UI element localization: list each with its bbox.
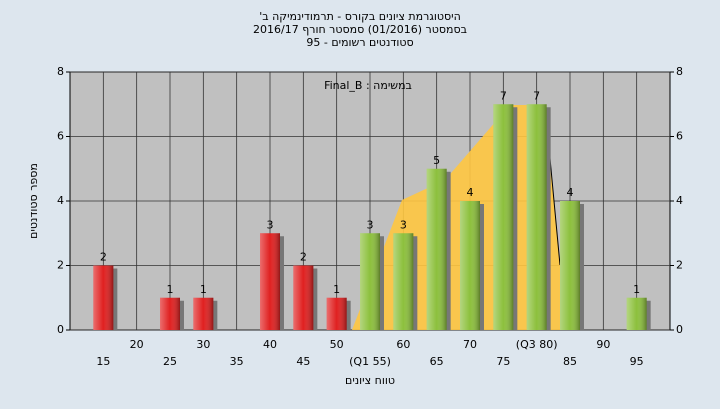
bar-shine bbox=[493, 104, 514, 330]
bar-shine bbox=[560, 201, 580, 330]
x-tick-label: 75 bbox=[496, 355, 510, 368]
chart-title: היסטוגרמת ציונים בקורס - תרמודינמיקה ב' bbox=[259, 10, 461, 23]
x-tick-label: 35 bbox=[230, 355, 244, 368]
y-tick-label: 4 bbox=[57, 194, 64, 207]
data-label: 1 bbox=[333, 283, 340, 296]
x-axis-label: טווח ציונים bbox=[345, 374, 395, 387]
bar-shine bbox=[526, 104, 547, 330]
data-label: 2 bbox=[100, 251, 107, 264]
x-tick-label: 30 bbox=[196, 338, 210, 351]
bar-shine bbox=[626, 297, 647, 330]
data-label: 1 bbox=[167, 283, 174, 296]
bar-shine bbox=[193, 297, 214, 330]
bar-shine bbox=[293, 265, 314, 330]
bar-shine bbox=[326, 297, 347, 330]
y2-tick-label: 6 bbox=[676, 130, 683, 143]
data-label: 4 bbox=[467, 186, 474, 199]
data-label: 5 bbox=[433, 154, 440, 167]
data-label: 7 bbox=[500, 89, 507, 102]
x-tick-label: 85 bbox=[563, 355, 577, 368]
chart-subtitle: סטודנטים רשומים - 95 bbox=[306, 36, 413, 49]
x-tick-label: 95 bbox=[630, 355, 644, 368]
y2-tick-label: 0 bbox=[676, 323, 683, 336]
x-tick-label: 70 bbox=[463, 338, 477, 351]
data-label: 1 bbox=[633, 283, 640, 296]
bar-shine bbox=[360, 233, 380, 330]
data-label: 4 bbox=[567, 186, 574, 199]
x-tick-label: (Q1 55) bbox=[349, 355, 391, 368]
y-tick-label: 0 bbox=[57, 323, 64, 336]
x-tick-label: 60 bbox=[396, 338, 410, 351]
x-tick-label: 25 bbox=[163, 355, 177, 368]
y-tick-label: 6 bbox=[57, 130, 64, 143]
data-label: 2 bbox=[300, 251, 307, 264]
bar-shine bbox=[426, 168, 447, 330]
y-tick-label: 8 bbox=[57, 65, 64, 78]
x-tick-label: (Q3 80) bbox=[516, 338, 558, 351]
bar-shine bbox=[393, 233, 414, 330]
data-label: 1 bbox=[200, 283, 207, 296]
data-label: 3 bbox=[400, 218, 407, 231]
x-tick-label: 65 bbox=[430, 355, 444, 368]
bar-shine bbox=[160, 297, 180, 330]
data-label: 3 bbox=[267, 218, 274, 231]
chart-subtitle: בסמסטר (01/2016) סמסטר חורף 2016/17 bbox=[253, 23, 467, 36]
annotation: Final_B : במשימה bbox=[324, 79, 412, 92]
y-tick-label: 2 bbox=[57, 259, 64, 272]
x-tick-label: 50 bbox=[330, 338, 344, 351]
y2-tick-label: 2 bbox=[676, 259, 683, 272]
data-label: 3 bbox=[367, 218, 374, 231]
bar-shine bbox=[93, 265, 114, 330]
y2-tick-label: 4 bbox=[676, 194, 683, 207]
x-tick-label: 40 bbox=[263, 338, 277, 351]
x-tick-label: 20 bbox=[130, 338, 144, 351]
bar-shine bbox=[460, 201, 480, 330]
y-axis-label: מספר סטודנטים bbox=[27, 163, 40, 239]
x-tick-label: 90 bbox=[596, 338, 610, 351]
y2-tick-label: 8 bbox=[676, 65, 683, 78]
data-label: 7 bbox=[533, 89, 540, 102]
x-tick-label: 45 bbox=[296, 355, 310, 368]
x-tick-label: 15 bbox=[96, 355, 110, 368]
bar-shine bbox=[260, 233, 280, 330]
